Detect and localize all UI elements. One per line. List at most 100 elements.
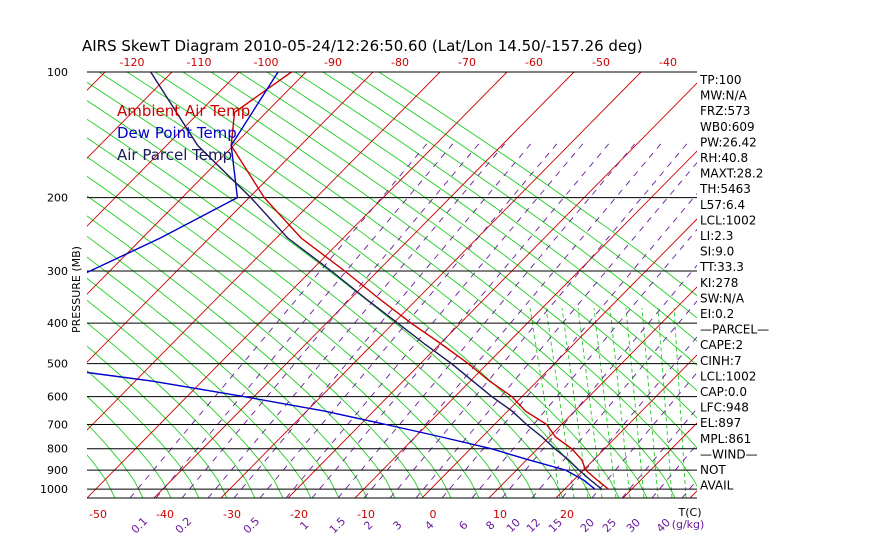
dry-adiabat-line [87, 235, 368, 498]
dry-adiabat-line [266, 72, 697, 392]
mixing-ratio-line [129, 139, 431, 498]
bottom-temp-tick-label: -20 [290, 508, 308, 521]
mixing-ratio-line [207, 139, 509, 498]
pressure-tick-label: 600 [47, 391, 68, 404]
legend-entry-2: Dew Point Temp [117, 124, 237, 142]
mixing-ratio-tick-label: 0.5 [241, 515, 263, 537]
mixing-ratio-unit: (g/kg) [672, 518, 705, 531]
index-entry: EI:0.2 [700, 307, 734, 321]
index-entry: KI:278 [700, 276, 738, 290]
legend-entry-1: Ambient Air Temp [117, 102, 250, 120]
isotherm-line [757, 72, 870, 498]
top-temp-tick-label: -110 [187, 56, 212, 69]
pressure-tick-label: 100 [47, 66, 68, 79]
top-temp-tick-label: -50 [592, 56, 610, 69]
pressure-tick-label: 700 [47, 419, 68, 432]
index-entry: LCL:1002 [700, 369, 756, 383]
moist-adiabat-line [625, 307, 645, 498]
mixing-ratio-tick-label: 12 [524, 516, 543, 535]
isotherm-line [622, 422, 697, 498]
top-temp-tick-label: -60 [525, 56, 543, 69]
pressure-tick-label: 800 [47, 443, 68, 456]
index-entry: LI:2.3 [700, 229, 733, 243]
mixing-ratio-tick-label: 40 [654, 516, 673, 535]
dry-adiabat-line [87, 118, 536, 498]
isotherm-line [87, 72, 374, 363]
mixing-ratio-line [415, 161, 697, 498]
series-line-2 [87, 72, 596, 490]
moist-adiabat-line [641, 307, 659, 498]
dry-adiabat-line [87, 322, 256, 498]
moist-adiabat-line [609, 307, 631, 498]
index-entry: MW:N/A [700, 89, 748, 103]
dry-adiabat-line [0, 72, 3, 498]
isotherm-line [354, 150, 697, 498]
pressure-tick-label: 400 [47, 317, 68, 330]
top-temp-tick-label: -40 [659, 56, 677, 69]
mixing-ratio-tick-label: 6 [456, 518, 470, 532]
index-entry: AVAIL [700, 479, 734, 493]
index-entry: CAPE:2 [700, 338, 743, 352]
pressure-tick-label: 200 [47, 192, 68, 205]
dry-adiabat-line [87, 195, 424, 498]
mixing-ratio-line [285, 139, 587, 498]
pressure-tick-label: 1000 [40, 483, 68, 496]
isotherm-line [87, 72, 508, 498]
y-axis-label: PRESSURE (MB) [70, 246, 83, 333]
isotherm-line [488, 286, 697, 498]
isotherm-line [87, 72, 240, 227]
isotherm-line [87, 72, 441, 431]
dry-adiabat-line [87, 215, 396, 498]
mixing-ratio-line [337, 139, 639, 498]
index-entry: MAXT:28.2 [700, 167, 763, 181]
mixing-ratio-line [363, 139, 665, 498]
index-entry: TT:33.3 [699, 260, 744, 274]
moist-adiabat-line [577, 307, 603, 498]
legend: Ambient Air Temp Dew Point Temp Air Parcel… [117, 102, 250, 164]
isotherm-line [555, 354, 697, 498]
index-entry: MPL:861 [700, 432, 751, 446]
index-entry: —PARCEL— [700, 323, 769, 337]
top-temp-tick-label: -100 [254, 56, 279, 69]
legend-entry-3: Air Parcel Temp [117, 146, 232, 164]
isotherm-line [0, 72, 38, 498]
bottom-temp-tick-label: 0 [430, 508, 437, 521]
mixing-ratio-line [441, 192, 697, 498]
isotherm-line [220, 72, 642, 498]
mixing-ratio-tick-label: 30 [624, 516, 643, 535]
dry-adiabat-line [87, 256, 340, 498]
mixing-ratio-line [155, 139, 457, 498]
mixing-ratio-line [181, 139, 483, 498]
series-line-3 [150, 72, 603, 490]
dry-adiabat-line [350, 72, 697, 319]
top-temp-tick-label: -80 [391, 56, 409, 69]
dry-adiabat-line [87, 370, 200, 498]
index-entry: RH:40.8 [700, 151, 748, 165]
mixing-ratio-tick-label: 0.2 [173, 515, 195, 537]
grid-layer [0, 72, 870, 498]
mixing-ratio-tick-label: 0.1 [129, 515, 151, 537]
bottom-temp-tick-label: 20 [560, 508, 574, 521]
mixing-ratio-line [311, 139, 613, 498]
index-entry: SW:N/A [700, 291, 745, 305]
mixing-ratio-line [561, 336, 697, 498]
index-entry: LCL:1002 [700, 213, 756, 227]
isotherm-line [824, 72, 870, 498]
mixing-ratio-tick-label: 1.5 [327, 515, 349, 537]
pressure-tick-label: 300 [47, 265, 68, 278]
pressure-tick-label: 500 [47, 358, 68, 371]
dry-adiabat-line [87, 454, 116, 498]
dry-adiabat-line [154, 72, 676, 498]
isotherm-line [421, 218, 697, 498]
mixing-ratio-line [531, 300, 697, 498]
dry-adiabat-line [322, 72, 697, 342]
series-line-1 [230, 72, 609, 490]
index-entry: —WIND— [700, 447, 758, 461]
index-entry: CAP:0.0 [700, 385, 747, 399]
moist-adiabat-line [593, 307, 617, 498]
index-entry: CINH:7 [700, 354, 742, 368]
mixing-ratio-tick-label: 25 [600, 516, 619, 535]
dry-adiabat-line [87, 395, 172, 498]
dry-adiabat-line [238, 72, 697, 419]
